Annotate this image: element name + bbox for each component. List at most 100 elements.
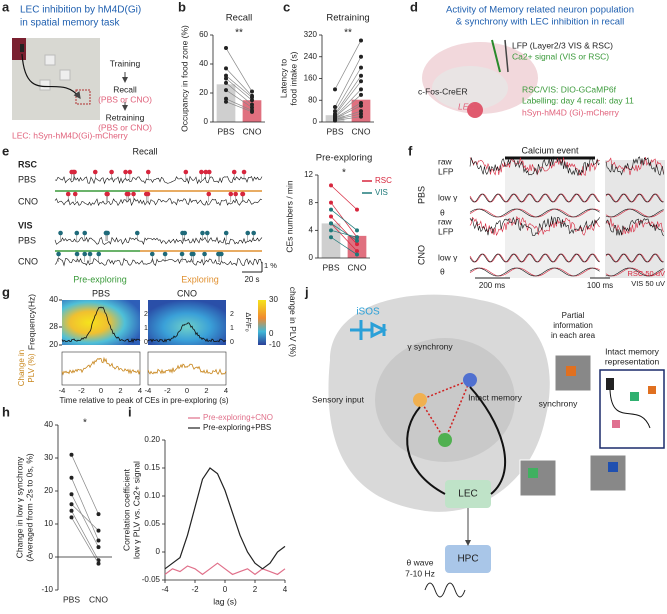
pair-line <box>334 102 362 119</box>
label: low γ <box>438 252 458 262</box>
event-marker <box>96 251 102 257</box>
cue <box>528 468 538 478</box>
node <box>438 433 452 447</box>
event-marker <box>56 251 61 257</box>
label: θ <box>440 266 445 276</box>
frame <box>147 351 227 386</box>
line <box>164 467 286 570</box>
label: 2 <box>118 386 122 395</box>
label: 1 <box>144 325 148 332</box>
panel-letter: a <box>2 0 10 14</box>
arena-photo <box>12 38 100 120</box>
label: Frequency(Hz) <box>26 294 36 350</box>
data-point <box>96 561 101 566</box>
data-point <box>250 109 254 114</box>
trace <box>605 157 664 176</box>
data-point <box>359 109 363 114</box>
data-point <box>224 73 228 78</box>
x-axis-label: lag (s) <box>213 596 237 606</box>
data-point <box>359 79 363 84</box>
trace <box>61 356 141 376</box>
data-point <box>69 502 74 507</box>
data-point <box>355 207 359 212</box>
pair-line <box>71 494 99 548</box>
label: 0 <box>185 386 189 395</box>
event-marker <box>74 251 80 257</box>
x-tick-label: 4 <box>283 585 288 594</box>
lec-region <box>467 102 483 118</box>
trace <box>469 253 600 263</box>
label: iSOS <box>356 307 380 318</box>
pair-line <box>225 68 253 97</box>
data-point <box>224 76 228 81</box>
significance: * <box>83 418 87 429</box>
label: 1 % <box>264 261 277 270</box>
data-point <box>224 80 228 85</box>
data-point <box>69 508 74 513</box>
x-tick-label: PBS <box>217 126 234 136</box>
panel-letter: h <box>2 404 10 419</box>
y-tick-label: 0.05 <box>144 519 160 528</box>
label: 0 <box>230 339 234 346</box>
pair-line <box>225 89 253 108</box>
trace <box>469 267 600 277</box>
label: -4 <box>59 386 66 395</box>
label: Change in <box>17 350 26 386</box>
pair-line <box>334 116 362 121</box>
trace <box>469 193 600 203</box>
label: Partial <box>562 311 585 320</box>
label: -2 <box>78 386 85 395</box>
label: LEC <box>458 101 475 111</box>
label: Recall <box>132 146 157 156</box>
event-marker <box>206 169 212 175</box>
colorbar <box>258 300 266 345</box>
x-tick-label: 0 <box>223 585 228 594</box>
theta-wave <box>424 582 466 598</box>
significance: ** <box>235 28 243 39</box>
label: 2 <box>230 311 234 318</box>
label: in spatial memory task <box>20 18 120 29</box>
label: θ wave <box>407 557 434 567</box>
label: LEC inhibition by hM4D(Gi) <box>20 5 141 16</box>
data-point <box>329 200 333 205</box>
label: PBS <box>92 288 110 298</box>
y-axis-label: Correlation coefficient <box>121 468 131 551</box>
label: Ca2+ signal (VIS or RSC) <box>512 51 609 61</box>
event-marker <box>162 251 168 257</box>
label: information <box>553 321 593 330</box>
panel-letter: i <box>128 404 132 419</box>
y-tick-label: 40 <box>44 420 53 429</box>
label: Intact memory <box>605 346 660 356</box>
label: Training <box>110 58 141 68</box>
y-axis-label: low γ PLV vs. Ca2+ signal <box>131 461 141 559</box>
data-point <box>224 96 228 101</box>
hpc-box <box>445 545 491 573</box>
y-tick-label: 0.10 <box>144 491 160 500</box>
label: CNO <box>18 256 38 266</box>
label: 30 <box>269 295 278 304</box>
panel-letter: g <box>2 284 10 299</box>
data-point <box>250 89 254 94</box>
panel-letter: f <box>408 143 413 158</box>
event-marker <box>92 169 98 175</box>
trace <box>61 306 141 344</box>
trace <box>147 363 227 376</box>
trace <box>605 253 664 263</box>
panel-letter: b <box>178 0 186 14</box>
y-axis-label: food intake (s) <box>288 51 298 105</box>
object <box>39 79 51 91</box>
data-point <box>250 105 254 110</box>
data-point <box>69 475 74 480</box>
x-tick-label: -2 <box>191 585 199 594</box>
panel-letter: d <box>410 0 418 14</box>
pair-line <box>71 454 99 515</box>
data-point <box>224 88 228 93</box>
data-point <box>96 538 101 543</box>
pair-line <box>330 223 358 241</box>
label: (PBS or CNO) <box>98 122 152 132</box>
event-marker <box>240 191 246 197</box>
legend-label: RSC <box>375 176 392 185</box>
event-marker <box>145 169 151 175</box>
pair-line <box>334 75 362 115</box>
